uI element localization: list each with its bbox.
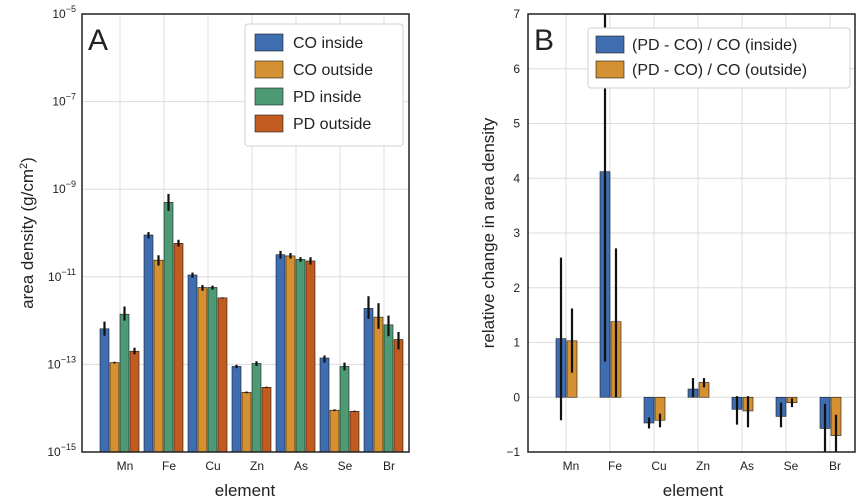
- panel-a-bar: [129, 350, 140, 453]
- panel-a-bar: [285, 255, 296, 453]
- panel-a-y-tick-exponent: −15: [61, 442, 76, 452]
- panel-b-legend-box: [587, 27, 851, 89]
- panel-a-x-ticks: Mn Fe Cu Zn As Se Br: [117, 459, 395, 473]
- panel-a-bar: [349, 410, 360, 453]
- panel-a-bar: [383, 324, 394, 453]
- panel-a-bar: [119, 313, 130, 453]
- panel-b-x-tick-label: Se: [784, 459, 799, 473]
- panel-a-legend-label: CO outside: [293, 62, 373, 79]
- panel-b-y-tick-label: 7: [513, 7, 520, 21]
- panel-a-letter: A: [88, 24, 108, 57]
- panel-a-y-axis-label-superscript: 2: [18, 163, 30, 169]
- panel-a-bar: [373, 316, 384, 453]
- panel-b-chart: −1 0 1 2 3 4 5 6 7 Mn Fe Cu Zn As Se Br B element rela…: [479, 7, 856, 500]
- panel-b-y-ticks: −1 0 1 2 3 4 5 6 7: [506, 7, 520, 459]
- panel-a-bar: [339, 366, 350, 453]
- panel-a-x-tick-label: Se: [338, 459, 353, 473]
- panel-a-bar: [295, 259, 306, 453]
- panel-a-x-tick-label: Zn: [250, 459, 264, 473]
- panel-a-y-tick-label: 10−15: [47, 442, 76, 459]
- panel-a-x-axis-label: element: [215, 481, 276, 500]
- panel-a-legend-swatch: [254, 114, 284, 133]
- panel-a-bar: [319, 357, 330, 453]
- panel-a-bar: [241, 392, 252, 453]
- panel-a-legend-swatch: [254, 33, 284, 52]
- panel-b-y-tick-label: 6: [513, 62, 520, 76]
- panel-b-y-tick-label: 1: [513, 336, 520, 350]
- panel-a-bar: [217, 297, 228, 453]
- panel-a-bar: [329, 409, 340, 453]
- panel-b-x-axis-label: element: [663, 481, 724, 500]
- panel-a-error-bars: [103, 193, 400, 412]
- panel-b-legend-label: (PD - CO) / CO (inside): [632, 37, 797, 54]
- panel-a-bar: [275, 254, 286, 453]
- panel-a-y-tick-label: 10−11: [48, 267, 76, 284]
- panel-b-x-tick-label: Br: [829, 459, 841, 473]
- panel-a-y-tick-exponent: −11: [61, 267, 76, 277]
- panel-b-legend: (PD - CO) / CO (inside) (PD - CO) / CO (o…: [587, 27, 851, 89]
- panel-a-bar: [393, 339, 404, 453]
- panel-a-y-tick-label: 10−9: [52, 179, 76, 196]
- panel-b-y-tick-label: −1: [506, 445, 520, 459]
- panel-b-x-ticks: Mn Fe Cu Zn As Se Br: [563, 459, 841, 473]
- panel-a-bar: [153, 259, 164, 453]
- panel-a-legend: CO inside CO outside PD inside PD outside: [244, 23, 404, 147]
- panel-a-legend-label: PD outside: [293, 116, 371, 133]
- panel-a-bar: [163, 202, 174, 453]
- panel-b-letter: B: [534, 24, 554, 57]
- panel-a-legend-label: PD inside: [293, 89, 362, 106]
- panel-b-y-tick-label: 2: [513, 281, 520, 295]
- panel-a-bar: [251, 363, 262, 453]
- panel-a-y-tick-exponent: −7: [66, 92, 76, 102]
- panel-b-y-tick-label: 3: [513, 226, 520, 240]
- panel-a-y-tick-label: 10−13: [47, 354, 76, 371]
- panel-b-y-tick-label: 4: [513, 171, 520, 185]
- panel-a-legend-swatch: [254, 60, 284, 79]
- panel-a-bar: [363, 308, 374, 453]
- panel-a-y-tick-exponent: −5: [66, 4, 76, 14]
- panel-b-legend-label: (PD - CO) / CO (outside): [632, 62, 807, 79]
- panel-a-bar: [143, 234, 154, 453]
- panel-a-y-tick-exponent: −9: [66, 179, 76, 189]
- panel-a-legend-swatch: [254, 87, 284, 106]
- panel-a-x-tick-label: Fe: [162, 459, 176, 473]
- panel-b-y-tick-label: 0: [513, 390, 520, 404]
- panel-a-bar: [305, 260, 316, 453]
- panel-a-legend-box: [244, 23, 404, 147]
- panel-a-bar: [207, 287, 218, 453]
- panel-b-y-axis-label: relative change in area density: [479, 117, 498, 348]
- panel-a-x-tick-label: Mn: [117, 459, 134, 473]
- panel-b-legend-swatch: [595, 60, 625, 79]
- panel-b-x-tick-label: Zn: [696, 459, 710, 473]
- panel-a-chart: 10−15 10−13 10−11 10−9 10−7 10−5 Mn Fe Cu Zn As Se…: [18, 4, 410, 500]
- panel-a-y-axis-label: area density (g/cm2): [18, 157, 37, 309]
- panel-a-y-tick-exponent: −13: [61, 354, 76, 364]
- panel-a-x-tick-label: Br: [383, 459, 395, 473]
- panel-a-bar: [109, 362, 120, 453]
- panel-b-plot-frame: [527, 13, 856, 453]
- panel-a-plot-frame: [81, 13, 410, 453]
- panel-a-bar: [173, 243, 184, 453]
- panel-a-bar: [187, 274, 198, 453]
- panel-a-bar: [231, 366, 242, 453]
- panel-b-y-tick-label: 5: [513, 117, 520, 131]
- panel-a-x-tick-label: As: [294, 459, 308, 473]
- panel-a-legend-label: CO inside: [293, 35, 363, 52]
- panel-b-x-tick-label: Fe: [608, 459, 622, 473]
- panel-a-y-ticks: 10−15 10−13 10−11 10−9 10−7 10−5: [47, 4, 76, 459]
- panel-a-y-tick-label: 10−7: [52, 92, 76, 109]
- panel-a-bar: [197, 287, 208, 453]
- panel-a-y-axis-label-close: ): [18, 157, 37, 163]
- panel-a-y-axis-label-main: area density (g/cm: [18, 169, 37, 309]
- panel-b-x-tick-label: Mn: [563, 459, 580, 473]
- panel-b-x-tick-label: As: [740, 459, 754, 473]
- panel-b-x-tick-label: Cu: [651, 459, 666, 473]
- panel-a-x-tick-label: Cu: [205, 459, 220, 473]
- panel-b-legend-swatch: [595, 35, 625, 54]
- panel-a-bar: [99, 328, 110, 453]
- panel-a-bar: [261, 387, 272, 453]
- panel-a-y-tick-label: 10−5: [52, 4, 76, 21]
